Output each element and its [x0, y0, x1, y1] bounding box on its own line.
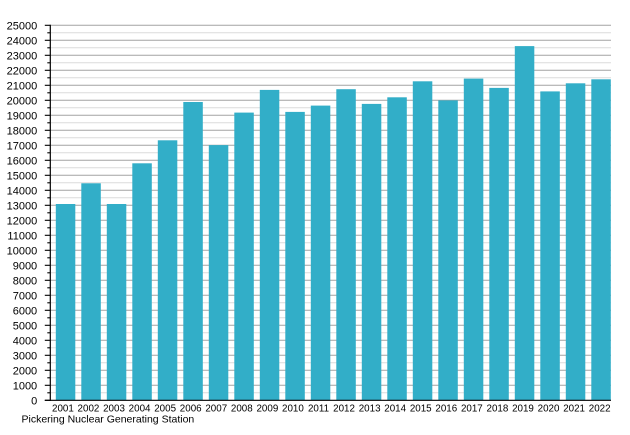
svg-text:25000: 25000	[7, 21, 38, 33]
svg-text:14000: 14000	[7, 186, 38, 198]
svg-text:11000: 11000	[7, 231, 37, 243]
svg-text:15000: 15000	[7, 171, 38, 183]
svg-text:2010: 2010	[282, 403, 304, 414]
svg-text:12000: 12000	[7, 216, 38, 228]
svg-text:2004: 2004	[129, 403, 151, 414]
svg-text:2011: 2011	[308, 403, 329, 414]
svg-text:1000: 1000	[13, 381, 37, 393]
svg-text:2002: 2002	[78, 403, 100, 414]
svg-text:2013: 2013	[359, 403, 381, 414]
svg-text:2014: 2014	[384, 403, 406, 414]
svg-text:2016: 2016	[435, 403, 457, 414]
svg-text:24000: 24000	[7, 36, 38, 48]
svg-text:9000: 9000	[13, 261, 37, 273]
svg-text:6000: 6000	[13, 306, 37, 318]
svg-text:2008: 2008	[231, 403, 253, 414]
svg-text:8000: 8000	[13, 276, 37, 288]
svg-text:2021: 2021	[563, 403, 585, 414]
svg-text:2007: 2007	[205, 403, 227, 414]
svg-text:0: 0	[31, 396, 37, 408]
svg-text:2018: 2018	[487, 403, 509, 414]
svg-text:13000: 13000	[7, 201, 38, 213]
svg-text:2009: 2009	[256, 403, 278, 414]
svg-text:2001: 2001	[52, 403, 74, 414]
svg-text:2017: 2017	[461, 403, 483, 414]
svg-text:23000: 23000	[7, 51, 38, 63]
svg-text:19000: 19000	[7, 111, 38, 123]
svg-text:2006: 2006	[180, 403, 202, 414]
svg-text:21000: 21000	[7, 81, 38, 93]
svg-text:18000: 18000	[7, 126, 38, 138]
svg-text:2000: 2000	[13, 366, 37, 378]
svg-text:2012: 2012	[333, 403, 355, 414]
svg-text:7000: 7000	[13, 291, 37, 303]
svg-text:10000: 10000	[7, 246, 38, 258]
svg-text:Pickering Nuclear Generating S: Pickering Nuclear Generating Station	[22, 413, 195, 425]
svg-text:2022: 2022	[589, 403, 611, 414]
svg-text:2003: 2003	[103, 403, 125, 414]
svg-text:22000: 22000	[7, 66, 38, 78]
svg-text:5000: 5000	[13, 321, 37, 333]
svg-text:3000: 3000	[13, 351, 37, 363]
svg-text:17000: 17000	[7, 141, 38, 153]
svg-text:2019: 2019	[512, 403, 534, 414]
svg-text:2020: 2020	[538, 403, 560, 414]
svg-text:2005: 2005	[154, 403, 176, 414]
svg-text:4000: 4000	[13, 336, 37, 348]
svg-text:2015: 2015	[410, 403, 432, 414]
svg-text:16000: 16000	[7, 156, 38, 168]
svg-text:20000: 20000	[7, 96, 38, 108]
